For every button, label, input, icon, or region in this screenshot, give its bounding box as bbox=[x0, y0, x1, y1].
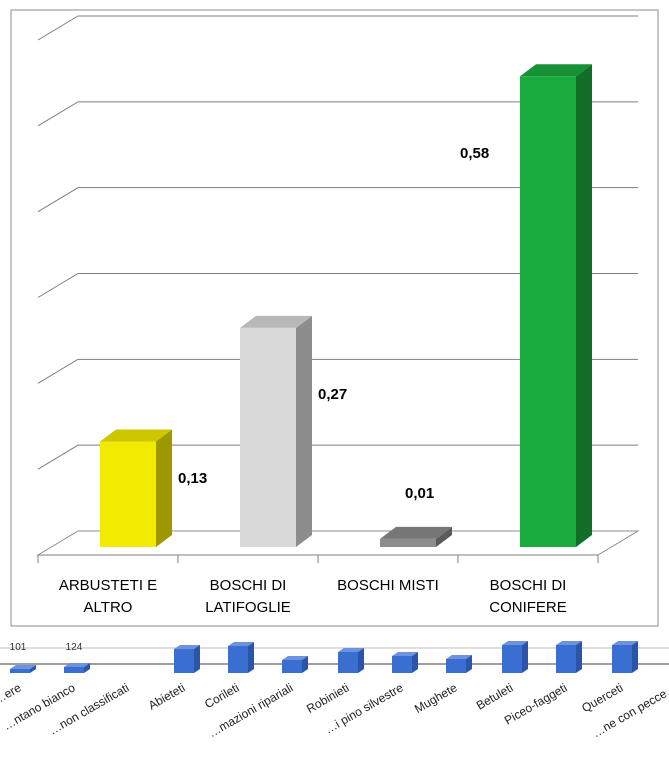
bg-bar-top bbox=[392, 652, 418, 656]
bg-bar-top bbox=[612, 641, 638, 645]
category-label: BOSCHI DI bbox=[210, 577, 287, 594]
bg-bar-side bbox=[466, 655, 472, 673]
bg-bar-top bbox=[502, 641, 528, 645]
bg-bar bbox=[228, 646, 248, 673]
gridline bbox=[37, 187, 638, 213]
gridline bbox=[37, 15, 638, 41]
bg-bar-side bbox=[194, 645, 200, 673]
bar-top bbox=[240, 315, 312, 328]
bg-bar-side bbox=[84, 663, 90, 673]
bg-bar-side bbox=[576, 641, 582, 673]
bg-value-label: 101 bbox=[10, 642, 27, 653]
bar-1 bbox=[100, 441, 156, 547]
bg-bar bbox=[446, 659, 466, 673]
bg-bar-side bbox=[632, 641, 638, 673]
bg-value-label: 124 bbox=[66, 642, 83, 653]
bg-bar-side bbox=[522, 641, 528, 673]
bg-bar-top bbox=[64, 663, 90, 667]
bar-side bbox=[436, 526, 452, 547]
bg-bar-top bbox=[10, 665, 36, 669]
bg-bar-side bbox=[358, 648, 364, 673]
data-label: 0,01 bbox=[405, 485, 434, 502]
data-label: 0,27 bbox=[318, 386, 347, 403]
bar-top bbox=[100, 429, 172, 442]
bg-bar-top bbox=[556, 641, 582, 645]
bg-bar bbox=[502, 645, 522, 673]
category-label: LATIFOGLIE bbox=[205, 599, 291, 616]
gridline bbox=[37, 273, 638, 298]
bg-bar-top bbox=[228, 642, 254, 646]
bar-side bbox=[576, 64, 592, 547]
bg-bar-top bbox=[446, 655, 472, 659]
category-label: BOSCHI DI bbox=[490, 577, 567, 594]
bg-bar-top bbox=[282, 656, 308, 660]
bar-top bbox=[520, 64, 592, 77]
bar-2 bbox=[240, 327, 296, 547]
bg-bar-side bbox=[30, 665, 36, 673]
bar-top bbox=[380, 526, 452, 539]
bg-bar-side bbox=[412, 652, 418, 673]
bg-bar bbox=[612, 645, 632, 673]
gridline bbox=[37, 101, 638, 127]
gridline bbox=[37, 444, 638, 470]
category-label: ARBUSTETI E bbox=[59, 577, 157, 594]
bg-bar-side bbox=[302, 656, 308, 673]
category-label: ALTRO bbox=[84, 599, 133, 616]
bg-bar bbox=[10, 669, 30, 673]
category-label: CONIFERE bbox=[489, 599, 567, 616]
bg-bar bbox=[174, 649, 194, 673]
data-label: 0,58 bbox=[460, 145, 489, 162]
bg-bar-top bbox=[338, 648, 364, 652]
bg-bar-side bbox=[248, 642, 254, 673]
bar-side bbox=[156, 429, 172, 547]
bg-bar bbox=[64, 667, 84, 673]
gridline bbox=[37, 358, 638, 384]
bar-3 bbox=[380, 538, 436, 547]
bg-bar bbox=[556, 645, 576, 673]
data-label: 0,13 bbox=[178, 470, 207, 487]
bg-bar bbox=[338, 652, 358, 673]
bg-bar-top bbox=[174, 645, 200, 649]
bar-side bbox=[296, 315, 312, 547]
category-label: BOSCHI MISTI bbox=[337, 577, 439, 594]
bg-bar bbox=[392, 656, 412, 673]
bar-4 bbox=[520, 76, 576, 547]
bg-bar bbox=[282, 660, 302, 673]
